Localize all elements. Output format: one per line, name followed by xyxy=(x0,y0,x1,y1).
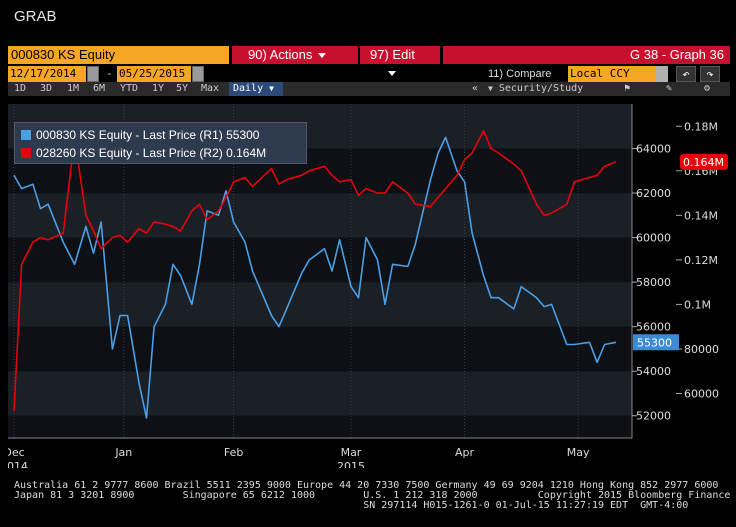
range-6m-button[interactable]: 6M xyxy=(92,83,106,94)
x-tick-label: Apr xyxy=(455,446,475,459)
r2-tick-label: 0.18M xyxy=(684,120,718,133)
security-study-menu[interactable]: ▼ Security/Study xyxy=(488,82,583,96)
last-value-label-r2: 0.164M xyxy=(683,156,724,169)
x-tick-label: Feb xyxy=(224,446,243,459)
footer-line: SN 297114 H015-1261-0 01-Jul-15 11:27:19… xyxy=(14,500,689,511)
r1-tick-label: 62000 xyxy=(636,187,671,200)
legend-swatch xyxy=(21,148,31,158)
app-title: GRAB xyxy=(14,8,57,25)
plot-band xyxy=(8,237,632,283)
range-5y-button[interactable]: 5Y xyxy=(175,83,189,94)
x-tick-label: Jan xyxy=(114,446,132,459)
r1-tick-label: 56000 xyxy=(636,321,671,334)
plot-band xyxy=(8,193,632,238)
security-study-label: Security/Study xyxy=(498,83,584,94)
legend-label: 000830 KS Equity - Last Price (R1) 55300 xyxy=(36,128,260,142)
chevron-down-icon[interactable] xyxy=(656,66,668,82)
r1-tick-label: 60000 xyxy=(636,232,671,245)
end-date-input[interactable]: 05/25/2015 xyxy=(117,66,191,82)
plot-band xyxy=(8,415,632,438)
compare-label[interactable]: 11) Compare xyxy=(488,68,552,80)
security-field[interactable]: 000830 KS Equity xyxy=(8,46,229,64)
range-max-button[interactable]: Max xyxy=(200,83,220,94)
currency-select[interactable]: Local CCY xyxy=(568,66,666,82)
r1-tick-label: 54000 xyxy=(636,365,671,378)
date-separator: - xyxy=(106,67,113,80)
x-year-label: 2015 xyxy=(337,460,365,468)
plot-band xyxy=(8,326,632,372)
r2-tick-label: 0.1M xyxy=(684,298,711,311)
collapse-icon[interactable]: « xyxy=(471,83,479,94)
x-year-label: 2014 xyxy=(8,460,28,468)
edit-icon[interactable]: ✎ xyxy=(665,83,673,94)
r1-tick-label: 52000 xyxy=(636,410,671,423)
legend-entry-r2[interactable]: 028260 KS Equity - Last Price (R2) 0.164… xyxy=(21,144,300,162)
edit-menu-button[interactable]: 97) Edit xyxy=(360,46,440,77)
caret-down-icon xyxy=(318,53,327,59)
last-value-label-r1: 55300 xyxy=(637,336,672,349)
legend-entry-r1[interactable]: 000830 KS Equity - Last Price (R1) 55300 xyxy=(21,126,300,144)
back-arrow-icon[interactable]: ↶ xyxy=(676,66,696,82)
range-ytd-button[interactable]: YTD xyxy=(119,83,139,94)
calendar-icon[interactable] xyxy=(192,66,204,82)
range-3d-button[interactable]: 3D xyxy=(39,83,53,94)
graph-id-label: G 38 - Graph 36 xyxy=(443,46,730,64)
last-value-badge-r2 xyxy=(680,153,728,170)
legend-swatch xyxy=(21,130,31,140)
flag-icon[interactable]: ⚑ xyxy=(623,83,631,94)
legend-label: 028260 KS Equity - Last Price (R2) 0.164… xyxy=(36,146,267,160)
plot-band xyxy=(8,282,632,327)
last-value-badge-r1 xyxy=(633,334,679,351)
range-1y-button[interactable]: 1Y xyxy=(151,83,165,94)
caret-down-icon xyxy=(388,71,396,77)
gear-icon[interactable]: ⚙ xyxy=(703,83,711,94)
chevron-down-icon: ▼ xyxy=(269,84,274,93)
r1-tick-label: 64000 xyxy=(636,143,671,156)
x-tick-label: May xyxy=(567,446,590,459)
calendar-icon[interactable] xyxy=(87,66,99,82)
range-1m-button[interactable]: 1M xyxy=(66,83,80,94)
r2-tick-label: 0.12M xyxy=(684,254,718,267)
actions-label: 90) Actions xyxy=(248,47,313,62)
frequency-label: Daily xyxy=(233,83,264,94)
r2-tick-label: 80000 xyxy=(684,343,719,356)
series-line-r2 xyxy=(13,129,617,412)
r1-tick-label: 58000 xyxy=(636,276,671,289)
chart-legend[interactable]: 000830 KS Equity - Last Price (R1) 55300… xyxy=(14,122,307,164)
range-toolbar xyxy=(8,82,730,96)
range-1d-button[interactable]: 1D xyxy=(13,83,27,94)
footer-info: Australia 61 2 9777 8600 Brazil 5511 239… xyxy=(14,481,736,511)
edit-label: 97) Edit xyxy=(370,47,415,62)
x-tick-label: Mar xyxy=(341,446,362,459)
footer-line: Japan 81 3 3201 8900 Singapore 65 6212 1… xyxy=(14,490,736,501)
r2-tick-label: 0.14M xyxy=(684,209,718,222)
r2-tick-label: 60000 xyxy=(684,387,719,400)
x-tick-label: Dec xyxy=(8,446,25,459)
dropdown-icon: ▼ xyxy=(488,84,493,93)
plot-band xyxy=(8,371,632,416)
start-date-input[interactable]: 12/17/2014 xyxy=(8,66,86,82)
series-line-r1 xyxy=(13,136,617,419)
actions-menu-button[interactable]: 90) Actions xyxy=(232,46,358,64)
forward-arrow-icon[interactable]: ↷ xyxy=(700,66,720,82)
frequency-select[interactable]: Daily ▼ xyxy=(229,82,283,96)
footer-line: Australia 61 2 9777 8600 Brazil 5511 239… xyxy=(14,480,719,491)
